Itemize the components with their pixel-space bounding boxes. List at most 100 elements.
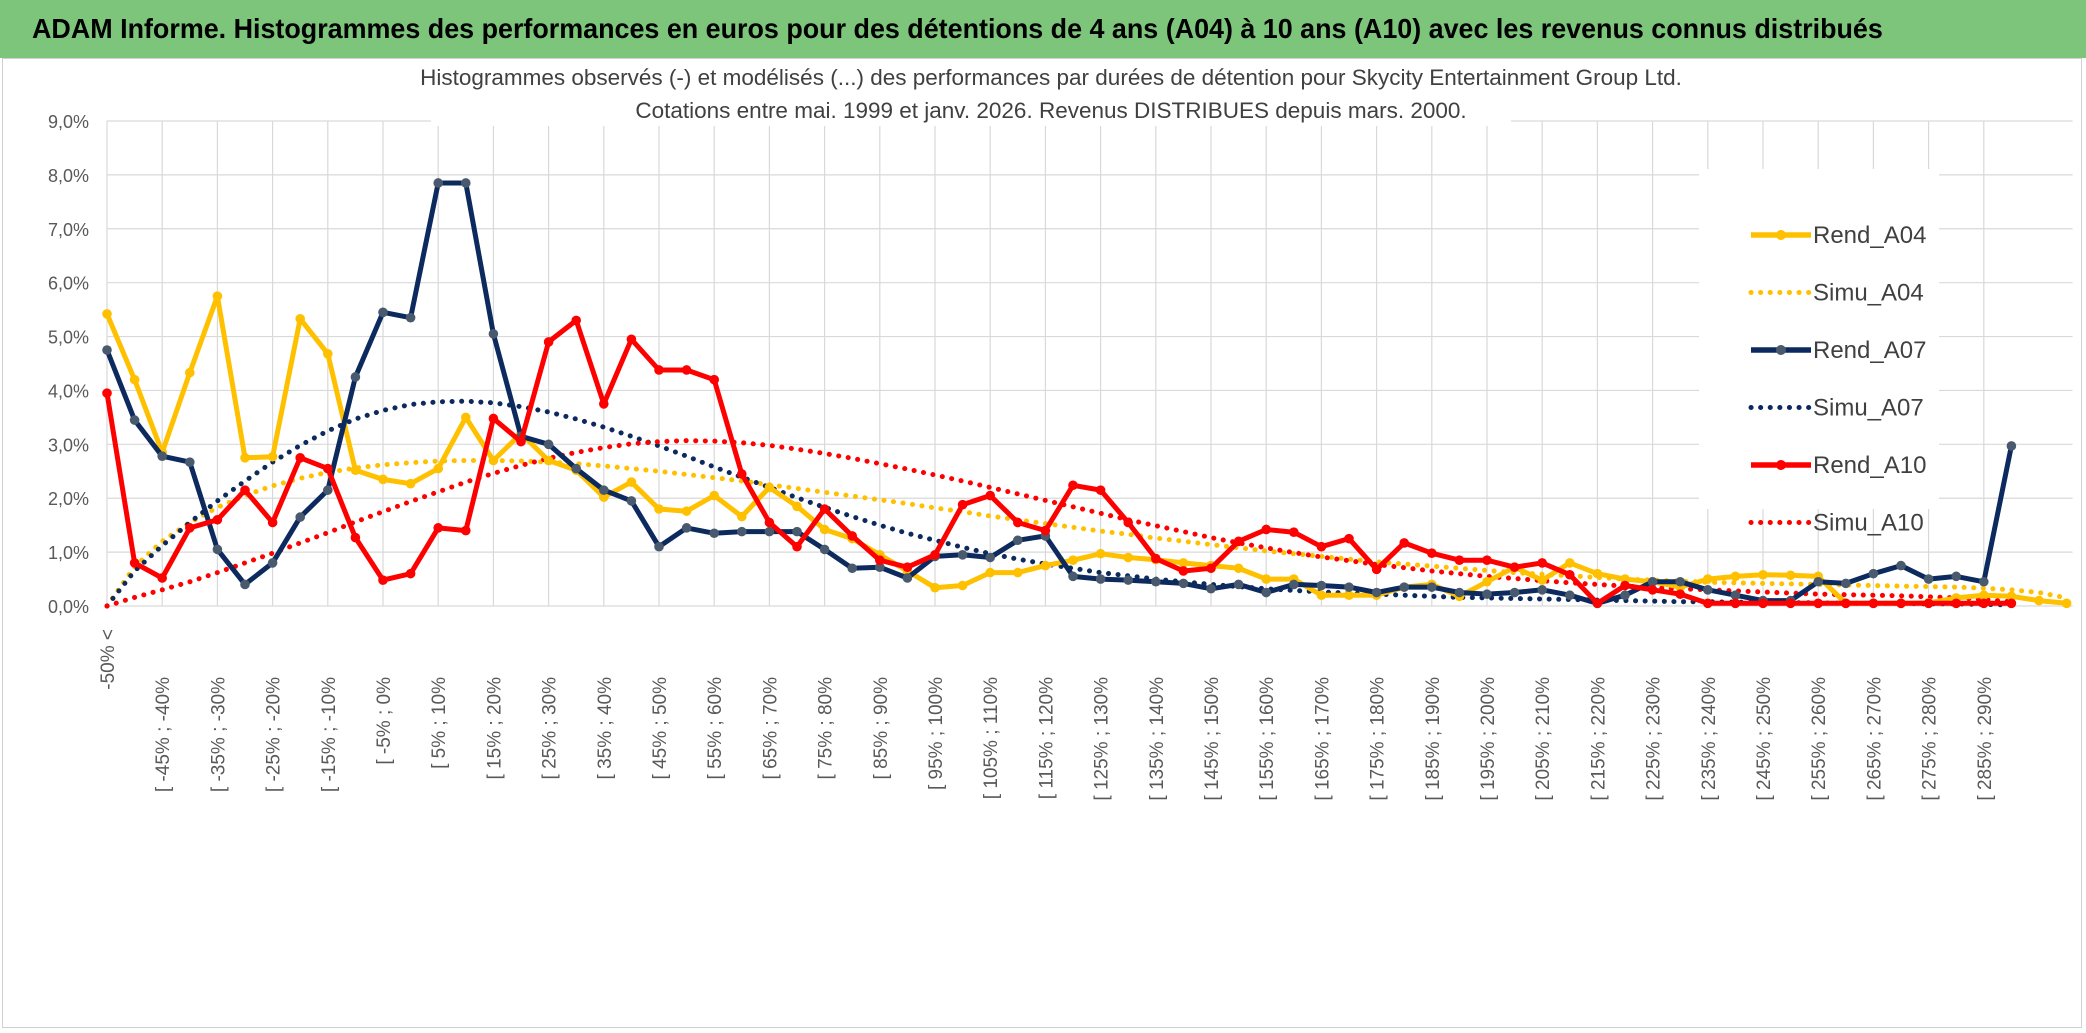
point-Rend_A10 xyxy=(875,555,885,565)
point-Rend_A10 xyxy=(1454,555,1465,565)
point-Rend_A10 xyxy=(516,436,526,447)
x-tick-label: [ 165% ; 170% xyxy=(1312,677,1333,801)
point-Rend_A04 xyxy=(1013,567,1023,578)
point-Rend_A07 xyxy=(1979,576,1989,587)
point-Rend_A07 xyxy=(875,562,885,572)
x-tick-label: [ 275% ; 280% xyxy=(1920,677,1941,801)
point-Rend_A10 xyxy=(792,541,802,552)
point-Rend_A07 xyxy=(1841,578,1851,589)
point-Rend_A10 xyxy=(323,463,333,474)
point-Rend_A10 xyxy=(654,365,664,375)
point-Rend_A07 xyxy=(1316,580,1327,591)
point-Rend_A07 xyxy=(709,528,719,539)
point-Rend_A10 xyxy=(295,453,306,463)
point-Rend_A07 xyxy=(543,439,554,450)
y-tick-label: 2,0% xyxy=(48,489,89,509)
point-Rend_A10 xyxy=(185,523,195,533)
x-tick-label: [ 55% ; 60% xyxy=(705,677,726,780)
point-Rend_A10 xyxy=(1703,598,1713,609)
point-Rend_A04 xyxy=(957,580,968,591)
point-Rend_A10 xyxy=(543,337,554,347)
point-Rend_A04 xyxy=(819,524,830,535)
point-Rend_A07 xyxy=(1620,590,1630,601)
banner-title: ADAM Informe. Histogrammes des performan… xyxy=(32,13,1883,44)
point-Rend_A10 xyxy=(488,413,499,424)
point-Rend_A10 xyxy=(2006,598,2017,609)
point-Rend_A10 xyxy=(433,523,444,533)
point-Rend_A10 xyxy=(1509,562,1520,572)
x-tick-label: -50% < xyxy=(98,629,119,690)
point-Rend_A10 xyxy=(571,315,581,326)
point-Rend_A07 xyxy=(1896,560,1906,571)
point-Rend_A04 xyxy=(129,374,140,385)
point-Rend_A07 xyxy=(1951,571,1961,582)
point-Rend_A10 xyxy=(1206,563,1216,574)
point-Rend_A07 xyxy=(212,544,223,555)
x-tick-label: [ 185% ; 190% xyxy=(1423,677,1444,801)
point-Rend_A04 xyxy=(350,465,361,476)
point-Rend_A04 xyxy=(1233,563,1244,574)
series-line-Simu_A04 xyxy=(104,458,2070,609)
point-Rend_A04 xyxy=(599,492,609,502)
y-tick-label: 5,0% xyxy=(48,328,89,348)
x-tick-label: [ 205% ; 210% xyxy=(1533,677,1554,801)
point-Rend_A10 xyxy=(1565,569,1575,580)
point-Rend_A07 xyxy=(1923,574,1934,584)
point-Rend_A07 xyxy=(571,463,581,474)
point-Rend_A10 xyxy=(1482,555,1492,565)
point-Rend_A07 xyxy=(1233,579,1244,590)
point-Rend_A04 xyxy=(1730,571,1741,582)
point-Rend_A04 xyxy=(1344,590,1354,601)
point-Rend_A04 xyxy=(102,309,112,319)
point-Rend_A04 xyxy=(323,349,333,359)
x-tick-label: [ -25% ; -20% xyxy=(264,677,285,792)
point-Rend_A04 xyxy=(1758,569,1768,580)
point-Rend_A10 xyxy=(461,525,471,536)
point-Rend_A07 xyxy=(654,541,664,552)
point-Rend_A04 xyxy=(2061,598,2072,609)
point-Rend_A10 xyxy=(378,575,388,585)
point-Rend_A10 xyxy=(709,374,719,385)
legend-item-Rend_A04: Rend_A04 xyxy=(1751,222,1926,249)
legend-label: Rend_A07 xyxy=(1813,337,1926,364)
x-axis: -50% < [ -45% ; -40% [ -35% ; -30% [ -25% ;… xyxy=(98,629,1996,801)
point-Rend_A07 xyxy=(1482,589,1492,599)
point-Rend_A07 xyxy=(323,485,333,495)
point-Rend_A10 xyxy=(1068,480,1078,491)
point-Rend_A04 xyxy=(543,455,554,466)
point-Rend_A10 xyxy=(1841,598,1851,609)
y-tick-label: 0,0% xyxy=(48,597,89,617)
series-line-Simu_A07 xyxy=(104,398,2014,609)
x-tick-label: [ 235% ; 240% xyxy=(1699,677,1720,801)
point-Rend_A07 xyxy=(902,573,913,583)
point-Rend_A10 xyxy=(985,490,995,501)
series-line-Rend_A07 xyxy=(104,180,2014,606)
title-backdrop xyxy=(431,96,1511,126)
point-Rend_A10 xyxy=(1758,598,1768,609)
x-tick-label: [ 15% ; 20% xyxy=(484,677,505,780)
point-Rend_A07 xyxy=(1178,578,1189,589)
point-Rend_A10 xyxy=(599,399,609,409)
point-Rend_A10 xyxy=(1951,598,1961,609)
point-Rend_A10 xyxy=(1592,598,1603,609)
x-tick-label: [ -45% ; -40% xyxy=(153,677,174,792)
y-tick-label: 4,0% xyxy=(48,381,89,401)
point-Rend_A07 xyxy=(1730,590,1741,601)
point-Rend_A07 xyxy=(985,552,995,563)
point-Rend_A07 xyxy=(1813,576,1823,587)
point-Rend_A10 xyxy=(930,550,940,560)
point-Rend_A10 xyxy=(1095,485,1106,495)
legend-marker xyxy=(1776,460,1786,470)
point-Rend_A10 xyxy=(1289,527,1299,537)
x-tick-label: [ 25% ; 30% xyxy=(540,677,561,780)
x-tick-label: [ 35% ; 40% xyxy=(595,677,616,780)
point-Rend_A04 xyxy=(185,367,195,378)
legend: Rend_A04 Simu_A04 Rend_A07 Simu_A07 Rend_A10… xyxy=(1699,169,1939,537)
x-tick-label: [ 215% ; 220% xyxy=(1588,677,1609,801)
point-Rend_A07 xyxy=(240,579,250,590)
point-Rend_A04 xyxy=(1068,555,1078,565)
point-Rend_A10 xyxy=(1868,598,1879,609)
point-Rend_A04 xyxy=(267,451,278,462)
legend-label: Rend_A10 xyxy=(1813,452,1926,479)
point-Rend_A10 xyxy=(267,517,278,528)
